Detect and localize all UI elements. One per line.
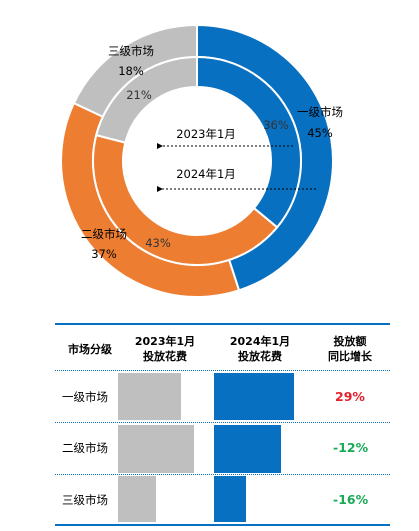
header-spend-2024: 2024年1月 投放花费 xyxy=(229,335,291,363)
table-bottom-rule xyxy=(55,524,390,526)
bar-2023-market-1 xyxy=(118,373,181,420)
inner-percent-label-market-2: 43% xyxy=(145,236,171,250)
bar-2024-market-2 xyxy=(214,425,281,473)
category-label-market-2: 二级市场 xyxy=(81,227,127,241)
category-label-market-3: 三级市场 xyxy=(108,44,154,58)
table-divider xyxy=(55,422,390,423)
center-label-2023: 2023年1月 xyxy=(176,127,236,141)
row-label-market-3: 三级市场 xyxy=(62,493,108,507)
growth-value-market-3: -16% xyxy=(333,492,369,507)
donut-slice-inner-market-2 xyxy=(92,133,279,266)
table-divider xyxy=(55,474,390,475)
table-divider xyxy=(55,370,390,371)
inner-percent-label-market-1: 36% xyxy=(263,118,289,132)
bar-2023-market-2 xyxy=(118,425,194,473)
outer-percent-label-market-2: 37% xyxy=(91,247,117,261)
category-label-market-1: 一级市场 xyxy=(297,105,343,119)
table-top-rule xyxy=(55,323,390,325)
header-spend-2023: 2023年1月 投放花费 xyxy=(134,335,196,363)
header-growth: 投放额 同比增长 xyxy=(328,335,372,363)
bar-2024-market-3 xyxy=(214,476,246,522)
row-label-market-1: 一级市场 xyxy=(62,390,108,404)
growth-value-market-2: -12% xyxy=(333,440,369,455)
outer-percent-label-market-1: 45% xyxy=(307,126,333,140)
center-label-2024: 2024年1月 xyxy=(176,167,236,181)
growth-value-market-1: 29% xyxy=(335,389,365,404)
header-market: 市场分级 xyxy=(68,343,112,356)
bar-2024-market-1 xyxy=(214,373,295,420)
donut-slice-inner-market-3 xyxy=(95,55,198,144)
bar-2023-market-3 xyxy=(118,476,156,522)
row-label-market-2: 二级市场 xyxy=(62,441,108,455)
inner-percent-label-market-3: 21% xyxy=(126,88,152,102)
outer-percent-label-market-3: 18% xyxy=(118,64,144,78)
donut-chart: 一级市场 45% 二级市场 37% 三级市场 18% 36% 43% 21% 2023年1月 2… xyxy=(60,23,343,298)
